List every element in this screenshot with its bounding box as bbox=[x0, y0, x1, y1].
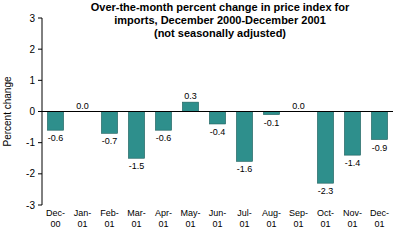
x-tick-label: Aug-01 bbox=[262, 208, 281, 229]
data-label: -0.7 bbox=[102, 136, 118, 146]
x-tick-label: Jun-01 bbox=[209, 208, 227, 229]
x-tick-label: Sep-01 bbox=[289, 208, 308, 229]
x-tick-label: Jul-01 bbox=[237, 208, 252, 229]
data-label: 0.0 bbox=[76, 101, 89, 111]
y-tick-label: 2 bbox=[29, 44, 35, 55]
x-tick-label: Mar-01 bbox=[127, 208, 146, 229]
bar bbox=[128, 112, 144, 159]
data-label: 0.3 bbox=[184, 91, 197, 101]
y-tick-label: -1 bbox=[26, 137, 35, 148]
x-tick-label: Jan-01 bbox=[74, 208, 92, 229]
bar bbox=[101, 112, 117, 134]
bar bbox=[47, 112, 63, 131]
y-tick bbox=[38, 49, 42, 50]
data-label: -0.6 bbox=[156, 133, 172, 143]
bars bbox=[47, 102, 387, 183]
chart: Over-the-month percent change in price i… bbox=[0, 0, 401, 238]
y-tick bbox=[38, 205, 42, 206]
data-label: -0.4 bbox=[210, 127, 226, 137]
bar bbox=[344, 112, 360, 156]
y-tick bbox=[38, 173, 42, 174]
subtitle: (not seasonally adjusted) bbox=[154, 27, 286, 39]
chart-container: Over-the-month percent change in price i… bbox=[0, 0, 401, 238]
bar bbox=[317, 112, 333, 184]
y-tick-label: 0 bbox=[29, 106, 35, 117]
title: Over-the-month percent change in price i… bbox=[91, 1, 350, 26]
data-label: -1.4 bbox=[345, 158, 361, 168]
bar bbox=[182, 102, 198, 111]
y-axis-label: Percent change bbox=[2, 76, 13, 146]
data-label: -0.9 bbox=[372, 143, 388, 153]
data-label: -0.6 bbox=[48, 133, 64, 143]
data-label: -2.3 bbox=[318, 186, 334, 196]
y-tick bbox=[38, 142, 42, 143]
bar bbox=[155, 112, 171, 131]
y-tick bbox=[38, 111, 42, 112]
data-label: 0.0 bbox=[292, 101, 305, 111]
y-tick bbox=[38, 18, 42, 19]
bar bbox=[371, 112, 387, 140]
x-tick-label: May-01 bbox=[181, 208, 201, 229]
y-tick-label: -3 bbox=[26, 200, 35, 211]
x-tick-label: Dec-01 bbox=[370, 208, 389, 229]
x-tick-label: Dec-00 bbox=[46, 208, 65, 229]
x-tick-label: Feb-01 bbox=[100, 208, 119, 229]
y-tick-label: 3 bbox=[29, 13, 35, 24]
bar bbox=[209, 112, 225, 124]
y-tick bbox=[38, 80, 42, 81]
x-tick-label: Oct-01 bbox=[317, 208, 334, 229]
x-tick-label: Apr-01 bbox=[155, 208, 172, 229]
y-tick-label: 1 bbox=[29, 75, 35, 86]
bar bbox=[236, 112, 252, 162]
data-label: -0.1 bbox=[264, 118, 280, 128]
data-label: -1.5 bbox=[129, 161, 145, 171]
x-tick-label: Nov-01 bbox=[343, 208, 362, 229]
zero-line bbox=[42, 111, 393, 112]
y-tick-label: -2 bbox=[26, 168, 35, 179]
data-label: -1.6 bbox=[237, 164, 253, 174]
